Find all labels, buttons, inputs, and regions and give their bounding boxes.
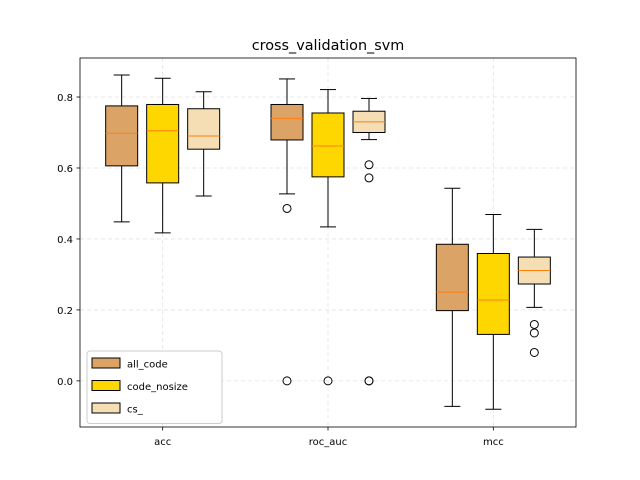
- legend-swatch: [91, 402, 121, 414]
- outlier-point: [364, 173, 374, 183]
- outlier-point: [364, 160, 374, 170]
- legend-label: cs_: [127, 405, 144, 416]
- box-layer: [105, 74, 551, 410]
- axis-layer: 0.0 0.2 0.4 0.6 0.8 acc roc_auc mcc: [57, 93, 504, 448]
- outlier-point: [282, 203, 292, 213]
- outlier-point: [282, 376, 292, 386]
- box-all_code-acc: [105, 74, 139, 223]
- outlier-point: [323, 376, 333, 386]
- box-all_code-mcc: [435, 187, 469, 407]
- y-tick-label: 0.6: [57, 164, 73, 175]
- box-cs_-acc: [187, 91, 221, 197]
- box-body: [311, 112, 345, 178]
- legend-label: all_code: [127, 360, 168, 371]
- outlier-point: [529, 347, 539, 357]
- outlier-point: [529, 319, 539, 329]
- x-tick-label: roc_auc: [309, 437, 347, 448]
- x-tick-label: mcc: [483, 437, 504, 448]
- box-all_code-roc_auc: [270, 78, 304, 386]
- outlier-point: [364, 376, 374, 386]
- box-cs_-roc_auc: [352, 97, 386, 386]
- y-tick-label: 0.0: [57, 377, 73, 388]
- outlier-point: [529, 328, 539, 338]
- box-code_nosize-roc_auc: [311, 89, 345, 386]
- legend: all_code code_nosize cs_: [86, 350, 223, 424]
- y-tick-label: 0.4: [57, 235, 73, 246]
- legend-label: code_nosize: [127, 382, 188, 393]
- y-tick-label: 0.2: [57, 306, 73, 317]
- legend-frame: [86, 350, 223, 424]
- x-tick-label: acc: [154, 437, 171, 448]
- y-tick-label: 0.8: [57, 93, 73, 104]
- box-body: [146, 103, 180, 184]
- legend-item-cs_: cs_: [91, 402, 144, 416]
- legend-item-all_code: all_code: [91, 357, 168, 371]
- box-code_nosize-mcc: [476, 213, 510, 410]
- box-code_nosize-acc: [146, 77, 180, 234]
- legend-swatch: [91, 357, 121, 369]
- legend-swatch: [91, 380, 121, 391]
- box-body: [187, 108, 221, 150]
- legend-item-code_nosize: code_nosize: [91, 380, 188, 393]
- box-body: [435, 243, 469, 312]
- box-cs_-mcc: [517, 228, 551, 357]
- chart-title: cross_validation_svm: [252, 38, 405, 54]
- box-body: [476, 252, 510, 335]
- box-body: [270, 103, 304, 141]
- box-body: [105, 105, 139, 167]
